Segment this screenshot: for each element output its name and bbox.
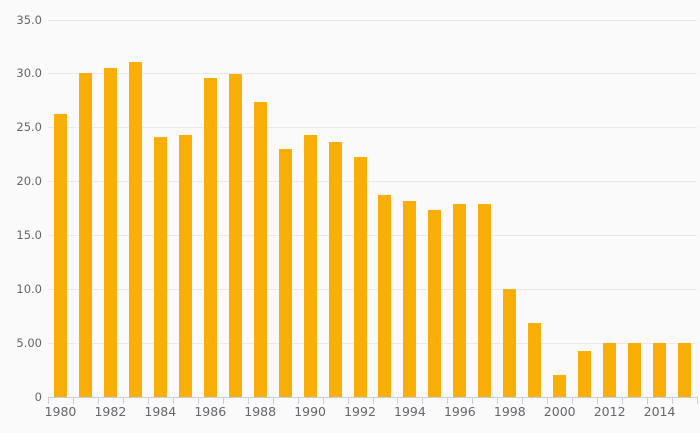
x-axis-tick <box>97 397 99 404</box>
x-axis-tick <box>622 397 624 404</box>
bar-1993 <box>378 194 392 397</box>
y-axis-tick-label: 25.0 <box>16 120 42 135</box>
x-axis-tick <box>647 397 649 404</box>
gridline-y-5 <box>48 342 697 344</box>
x-axis-tick-label: 1994 <box>394 404 426 419</box>
x-axis-tick <box>197 397 199 404</box>
gridline-y-30 <box>48 73 697 75</box>
gridline-y-10 <box>48 288 697 290</box>
bar-1985 <box>178 135 192 397</box>
x-axis-tick <box>697 397 698 404</box>
x-axis-tick-label: 1990 <box>294 404 326 419</box>
x-axis-tick <box>372 397 374 404</box>
x-axis-tick <box>672 397 674 404</box>
bar-1989 <box>278 149 292 397</box>
x-axis-tick <box>122 397 124 404</box>
x-axis-tick <box>572 397 574 404</box>
gridline-y-15 <box>48 234 697 236</box>
x-axis-tick-label: 1986 <box>194 404 227 419</box>
y-axis-tick-label: 10.0 <box>16 281 42 296</box>
y-axis-tick-label: 35.0 <box>16 12 42 27</box>
gridline-y-20 <box>48 181 697 183</box>
bar-1983 <box>128 62 142 397</box>
x-axis-tick <box>497 397 499 404</box>
bar-1996 <box>453 204 467 397</box>
x-axis-tick-label: 1982 <box>94 404 127 419</box>
bar-1988 <box>253 101 267 397</box>
bar-2015 <box>678 343 692 397</box>
x-axis-tick-label: 1992 <box>344 404 376 419</box>
bar-1992 <box>353 156 367 397</box>
x-axis-tick <box>222 397 224 404</box>
x-axis-tick-label: 2012 <box>593 404 626 419</box>
bar-1980 <box>53 113 67 397</box>
y-axis-tick-label: 5.00 <box>16 335 42 350</box>
y-axis-tick-label: 30.0 <box>16 66 42 81</box>
x-axis-tick <box>72 397 74 404</box>
x-axis-tick <box>522 397 524 404</box>
x-axis-tick <box>547 397 549 404</box>
bar-1998 <box>503 289 517 397</box>
x-axis-tick <box>272 397 274 404</box>
bar-2012 <box>603 343 617 397</box>
x-axis-tick <box>422 397 424 404</box>
x-axis-tick-label: 1980 <box>44 404 77 419</box>
x-axis-tick <box>322 397 324 404</box>
bar-1999 <box>528 322 542 397</box>
y-axis-tick-label: 20.0 <box>16 174 42 189</box>
x-axis-tick <box>48 397 49 404</box>
x-axis-tick <box>297 397 299 404</box>
bar-1997 <box>478 204 492 397</box>
x-axis-tick <box>472 397 474 404</box>
bar-1984 <box>153 137 167 397</box>
x-axis-tick <box>447 397 449 404</box>
x-axis-tick <box>172 397 174 404</box>
bar-1995 <box>428 209 442 397</box>
x-axis-tick-label: 2014 <box>643 404 676 419</box>
bar-1986 <box>203 78 217 397</box>
bar-2013 <box>628 343 642 397</box>
bar-1982 <box>103 68 117 397</box>
plot-area: 1980 1982 1984 1986 1988 1990 1992 1994 1996 1998… <box>45 19 698 419</box>
x-axis-tick <box>347 397 349 404</box>
gridline-y-25 <box>48 127 697 129</box>
bar-2014 <box>653 343 667 397</box>
x-axis-tick-label: 1998 <box>493 404 526 419</box>
y-axis-tick-label: 0 <box>34 389 42 404</box>
x-axis-tick-label: 1984 <box>144 404 177 419</box>
x-axis-tick-label: 1988 <box>244 404 277 419</box>
x-axis-tick-label: 2000 <box>543 404 576 419</box>
bar-1994 <box>403 200 417 397</box>
x-axis-tick <box>597 397 599 404</box>
x-axis-tick <box>147 397 149 404</box>
bar-2000 <box>553 375 567 397</box>
x-axis-tick-label: 1996 <box>443 404 476 419</box>
bar-1987 <box>228 73 242 397</box>
x-axis-tick <box>247 397 249 404</box>
bar-1990 <box>303 135 317 397</box>
bar-1991 <box>328 141 342 397</box>
y-axis-tick-label: 15.0 <box>16 227 42 242</box>
bar-1981 <box>78 72 92 397</box>
x-axis-tick <box>397 397 399 404</box>
bar-2011 <box>578 350 592 397</box>
gridline-y-35 <box>48 19 697 21</box>
